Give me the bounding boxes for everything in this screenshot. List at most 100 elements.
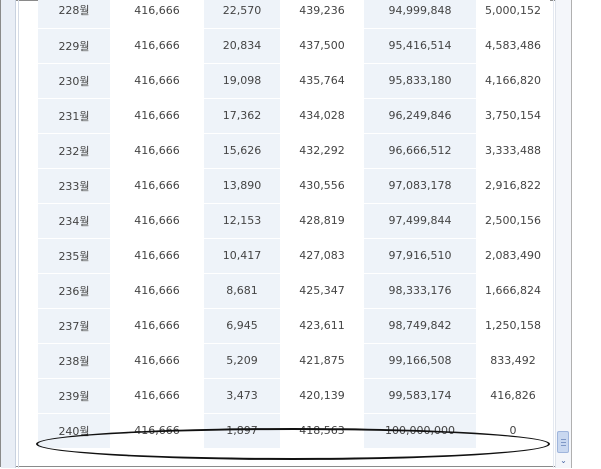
thumb-grip-line	[561, 439, 566, 440]
month-cell: 236월	[38, 273, 110, 309]
month-cell: 239월	[38, 378, 110, 414]
table-row: 232월 416,666 15,626 432,292 96,666,512 3,333,…	[38, 133, 550, 169]
value-cell: 97,916,510	[364, 238, 476, 274]
value-cell: 416,666	[110, 343, 204, 379]
value-cell: 2,500,156	[476, 203, 550, 239]
scrollbar-thumb[interactable]	[557, 431, 569, 453]
value-cell: 416,666	[110, 133, 204, 169]
table-row: 229월 416,666 20,834 437,500 95,416,514 4,583,…	[38, 28, 550, 64]
value-cell: 435,764	[280, 63, 364, 99]
value-cell: 96,666,512	[364, 133, 476, 169]
value-cell: 425,347	[280, 273, 364, 309]
value-cell: 99,166,508	[364, 343, 476, 379]
value-cell: 5,209	[204, 343, 280, 379]
month-cell: 237월	[38, 308, 110, 344]
value-cell: 416,826	[476, 378, 550, 414]
value-cell: 13,890	[204, 168, 280, 204]
month-cell: 228월	[38, 0, 110, 29]
value-cell: 416,666	[110, 98, 204, 134]
right-border-area	[571, 0, 599, 468]
value-cell: 416,666	[110, 378, 204, 414]
value-cell: 421,875	[280, 343, 364, 379]
value-cell: 22,570	[204, 0, 280, 29]
value-cell: 3,333,488	[476, 133, 550, 169]
value-cell: 8,681	[204, 273, 280, 309]
thumb-grip-line	[561, 442, 566, 443]
value-cell: 1,897	[204, 413, 280, 449]
value-cell: 416,666	[110, 203, 204, 239]
value-cell: 1,666,824	[476, 273, 550, 309]
value-cell: 97,499,844	[364, 203, 476, 239]
value-cell: 98,333,176	[364, 273, 476, 309]
value-cell: 100,000,000	[364, 413, 476, 449]
value-cell: 1,250,158	[476, 308, 550, 344]
value-cell: 0	[476, 413, 550, 449]
value-cell: 416,666	[110, 238, 204, 274]
value-cell: 10,417	[204, 238, 280, 274]
left-border-strip	[1, 0, 16, 468]
value-cell: 416,666	[110, 413, 204, 449]
value-cell: 15,626	[204, 133, 280, 169]
right-divider	[553, 0, 554, 468]
value-cell: 98,749,842	[364, 308, 476, 344]
value-cell: 434,028	[280, 98, 364, 134]
value-cell: 4,583,486	[476, 28, 550, 64]
value-cell: 416,666	[110, 308, 204, 344]
value-cell: 418,563	[280, 413, 364, 449]
month-cell: 240월	[38, 413, 110, 449]
table-row: 235월 416,666 10,417 427,083 97,916,510 2,083,…	[38, 238, 550, 274]
repayment-table-viewport: 228월 416,666 22,570 439,236 94,999,848 5,000,…	[38, 0, 550, 468]
value-cell: 437,500	[280, 28, 364, 64]
month-cell: 235월	[38, 238, 110, 274]
value-cell: 2,916,822	[476, 168, 550, 204]
value-cell: 2,083,490	[476, 238, 550, 274]
month-cell: 232월	[38, 133, 110, 169]
left-divider	[18, 0, 19, 468]
value-cell: 416,666	[110, 0, 204, 29]
value-cell: 3,750,154	[476, 98, 550, 134]
value-cell: 427,083	[280, 238, 364, 274]
table-row: 240월 416,666 1,897 418,563 100,000,000 0	[38, 413, 550, 449]
value-cell: 416,666	[110, 168, 204, 204]
value-cell: 420,139	[280, 378, 364, 414]
value-cell: 432,292	[280, 133, 364, 169]
value-cell: 423,611	[280, 308, 364, 344]
vertical-scrollbar[interactable]: ⌄	[555, 0, 571, 468]
value-cell: 97,083,178	[364, 168, 476, 204]
table-row: 233월 416,666 13,890 430,556 97,083,178 2,916,…	[38, 168, 550, 204]
value-cell: 4,166,820	[476, 63, 550, 99]
value-cell: 19,098	[204, 63, 280, 99]
value-cell: 430,556	[280, 168, 364, 204]
month-cell: 229월	[38, 28, 110, 64]
table-row: 230월 416,666 19,098 435,764 95,833,180 4,166,…	[38, 63, 550, 99]
value-cell: 94,999,848	[364, 0, 476, 29]
scroll-down-arrow-icon[interactable]: ⌄	[560, 456, 567, 465]
value-cell: 416,666	[110, 273, 204, 309]
month-cell: 233월	[38, 168, 110, 204]
value-cell: 12,153	[204, 203, 280, 239]
value-cell: 96,249,846	[364, 98, 476, 134]
table-row: 234월 416,666 12,153 428,819 97,499,844 2,500,…	[38, 203, 550, 239]
table-row: 228월 416,666 22,570 439,236 94,999,848 5,000,…	[38, 0, 550, 29]
table-row: 238월 416,666 5,209 421,875 99,166,508 833,492	[38, 343, 550, 379]
repayment-schedule-table: 228월 416,666 22,570 439,236 94,999,848 5,000,…	[38, 0, 550, 449]
month-cell: 230월	[38, 63, 110, 99]
value-cell: 95,833,180	[364, 63, 476, 99]
value-cell: 416,666	[110, 28, 204, 64]
value-cell: 3,473	[204, 378, 280, 414]
value-cell: 416,666	[110, 63, 204, 99]
thumb-grip-line	[561, 445, 566, 446]
value-cell: 99,583,174	[364, 378, 476, 414]
table-row: 236월 416,666 8,681 425,347 98,333,176 1,666,8…	[38, 273, 550, 309]
value-cell: 20,834	[204, 28, 280, 64]
table-row: 237월 416,666 6,945 423,611 98,749,842 1,250,1…	[38, 308, 550, 344]
month-cell: 231월	[38, 98, 110, 134]
value-cell: 95,416,514	[364, 28, 476, 64]
value-cell: 439,236	[280, 0, 364, 29]
value-cell: 833,492	[476, 343, 550, 379]
value-cell: 428,819	[280, 203, 364, 239]
value-cell: 6,945	[204, 308, 280, 344]
table-row: 231월 416,666 17,362 434,028 96,249,846 3,750,…	[38, 98, 550, 134]
value-cell: 17,362	[204, 98, 280, 134]
value-cell: 5,000,152	[476, 0, 550, 29]
